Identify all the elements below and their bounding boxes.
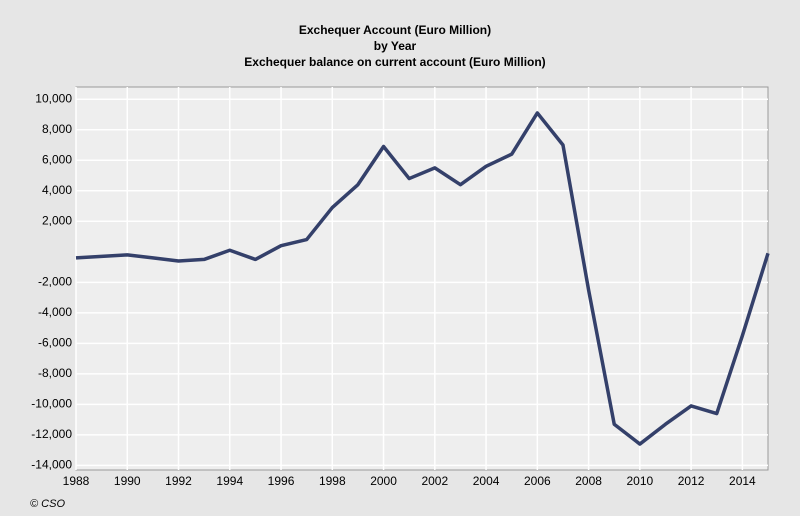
y-tick-label: 8,000 [42,122,72,136]
chart-title: Exchequer Account (Euro Million) [299,23,491,37]
y-tick-label: -14,000 [31,458,72,472]
x-tick-label: 1988 [63,474,90,488]
x-tick-label: 1996 [268,474,295,488]
y-tick-label: -6,000 [38,336,72,350]
chart-subtitle: by Year [374,39,417,53]
x-tick-label: 2006 [524,474,551,488]
y-tick-label: -2,000 [38,274,72,288]
y-tick-label: 2,000 [42,213,72,227]
plot-area [75,86,769,471]
y-tick-label: 6,000 [42,152,72,166]
x-tick-label: 1990 [114,474,141,488]
y-tick-label: -8,000 [38,366,72,380]
y-tick-label: 4,000 [42,183,72,197]
x-tick-label: 2004 [473,474,500,488]
x-tick-label: 1998 [319,474,346,488]
x-tick-label: 2008 [575,474,602,488]
y-tick-label: -4,000 [38,305,72,319]
x-tick-label: 2010 [627,474,654,488]
source: © CSO [30,498,65,510]
x-tick-label: 1992 [165,474,192,488]
chart-title2: Exchequer balance on current account (Eu… [244,55,545,69]
x-tick-label: 2014 [729,474,756,488]
y-tick-label: 10,000 [35,91,72,105]
x-tick-label: 1994 [216,474,243,488]
line [75,111,770,446]
y-tick-label: -10,000 [31,397,72,411]
x-tick-label: 2000 [370,474,397,488]
x-tick-label: 2012 [678,474,705,488]
x-tick-label: 2002 [421,474,448,488]
y-tick-label: -12,000 [31,427,72,441]
